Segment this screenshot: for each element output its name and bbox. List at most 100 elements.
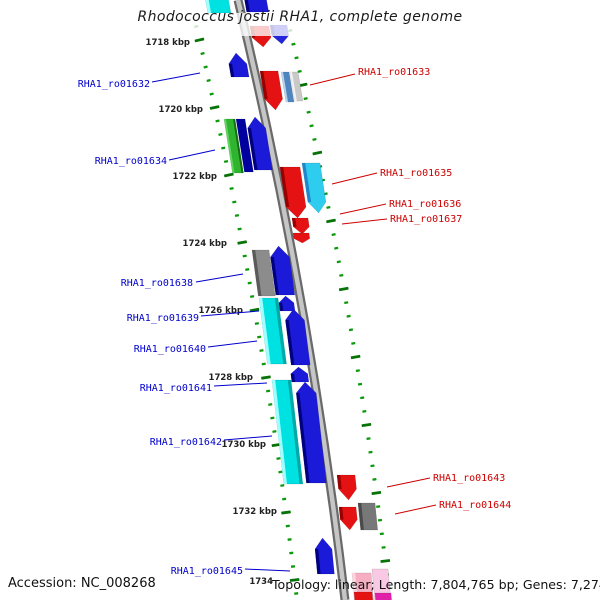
ruler-minor-tick [370, 464, 375, 468]
ruler-minor-tick [372, 478, 377, 481]
ruler-minor-tick [326, 205, 331, 209]
gene-label[interactable]: RHA1_ro01639 [127, 313, 199, 324]
gene-arrow-shade [287, 380, 303, 484]
ruler-major-tick [361, 422, 372, 428]
gene-arrow-shade [281, 72, 288, 102]
ruler-minor-tick [289, 551, 294, 555]
gene-arrow-shade [292, 218, 297, 227]
gene-arrow-shade [358, 503, 364, 530]
gene-arrow[interactable] [289, 71, 304, 102]
ruler-minor-tick [261, 362, 266, 366]
gene-label[interactable]: RHA1_ro01632 [78, 79, 150, 90]
gene-arrow[interactable] [371, 568, 392, 600]
gene-label[interactable]: RHA1_ro01640 [134, 344, 206, 355]
ruler-major-tick [380, 559, 391, 563]
gene-label-leader-line [168, 149, 216, 161]
gene-arrow[interactable] [353, 591, 373, 600]
ruler-minor-tick [297, 69, 302, 73]
ruler-minor-tick [285, 524, 290, 528]
ruler-minor-tick [336, 260, 341, 264]
gene-arrow[interactable] [338, 506, 358, 531]
gene-arrow[interactable] [292, 232, 311, 244]
footer-accession: Accession: NC_008268 [8, 576, 156, 591]
gene-arrow-shade [260, 71, 268, 99]
ruler-minor-tick [290, 565, 296, 568]
ruler-minor-tick [303, 97, 308, 101]
ruler-position-label: 1732 kbp [233, 507, 277, 517]
gene-label[interactable]: RHA1_ro01643 [433, 473, 505, 484]
gene-label[interactable]: RHA1_ro01635 [380, 168, 452, 179]
title-backdrop [130, 13, 466, 36]
ruler-minor-tick [223, 160, 229, 163]
gene-label[interactable]: RHA1_ro01645 [171, 566, 243, 577]
gene-arrow[interactable] [235, 118, 254, 173]
ruler-minor-tick [357, 382, 363, 386]
gene-label[interactable]: RHA1_ro01641 [140, 383, 212, 394]
ruler-minor-tick [368, 450, 373, 454]
ruler-position-label: 1722 kbp [173, 172, 217, 182]
ruler-major-tick [249, 307, 260, 313]
gene-label-leader-line [341, 218, 388, 225]
ruler-major-tick [289, 578, 300, 582]
gene-label-leader-line [394, 504, 437, 515]
ruler-position-label: 1730 kbp [222, 440, 266, 450]
ruler-minor-tick [348, 328, 354, 332]
ruler-minor-tick [247, 281, 252, 285]
ruler-major-tick [371, 491, 382, 495]
gene-label[interactable]: RHA1_ro01633 [358, 67, 430, 78]
ruler-major-tick [224, 172, 234, 178]
gene-arrow-shade [290, 72, 297, 101]
gene-label[interactable]: RHA1_ro01638 [121, 278, 193, 289]
ruler-major-tick [209, 105, 220, 110]
gene-arrow-shade [272, 380, 287, 484]
gene-arrow-shade [233, 119, 244, 173]
ruler-minor-tick [309, 124, 314, 128]
gene-arrow[interactable] [228, 52, 250, 78]
gene-arrow[interactable] [291, 217, 310, 235]
ruler-minor-tick [366, 437, 371, 440]
gene-arrow-shade [224, 119, 235, 173]
ruler-major-tick [350, 354, 361, 360]
ruler-minor-tick [278, 470, 283, 474]
gene-arrow[interactable] [278, 295, 296, 312]
ruler-minor-tick [250, 295, 255, 298]
ruler-minor-tick [242, 254, 247, 258]
gene-arrow-shade [274, 298, 287, 364]
gene-arrow[interactable] [374, 592, 392, 600]
ruler-minor-tick [355, 369, 360, 372]
ruler-minor-tick [291, 42, 296, 46]
ruler-minor-tick [229, 187, 234, 190]
gene-label[interactable]: RHA1_ro01644 [439, 500, 511, 511]
gene-label-leader-line [386, 477, 431, 488]
ruler-minor-tick [272, 430, 277, 433]
ruler-major-tick [237, 240, 248, 245]
gene-arrow-shade [339, 507, 344, 520]
ruler-minor-tick [282, 497, 287, 501]
gene-label[interactable]: RHA1_ro01637 [390, 214, 462, 225]
gene-arrow-shade [228, 63, 235, 77]
gene-arrow-shade [259, 298, 271, 364]
gene-arrow[interactable] [290, 366, 310, 383]
ruler-minor-tick [379, 532, 384, 536]
gene-label[interactable]: RHA1_ro01634 [95, 156, 167, 167]
ruler-position-label: 1728 kbp [209, 373, 253, 383]
ruler-minor-tick [377, 518, 383, 522]
ruler-minor-tick [234, 214, 240, 217]
ruler-minor-tick [209, 92, 214, 96]
ruler-minor-tick [339, 273, 344, 277]
genome-backbone-highlight [235, 0, 348, 600]
gene-arrow[interactable] [314, 537, 335, 575]
ruler-minor-tick [257, 335, 262, 339]
ruler-minor-tick [376, 505, 381, 508]
ruler-minor-tick [215, 119, 220, 123]
map-title: Rhodococcus jostii RHA1, complete genome [137, 9, 463, 25]
gene-label[interactable]: RHA1_ro01636 [389, 199, 461, 210]
ruler-position-label: 1724 kbp [183, 239, 227, 249]
gene-label[interactable]: RHA1_ro01642 [150, 437, 222, 448]
gene-label-leader-line [195, 273, 244, 283]
ruler-minor-tick [266, 389, 271, 393]
ruler-minor-tick [360, 396, 365, 400]
gene-arrow-shade [270, 257, 279, 295]
